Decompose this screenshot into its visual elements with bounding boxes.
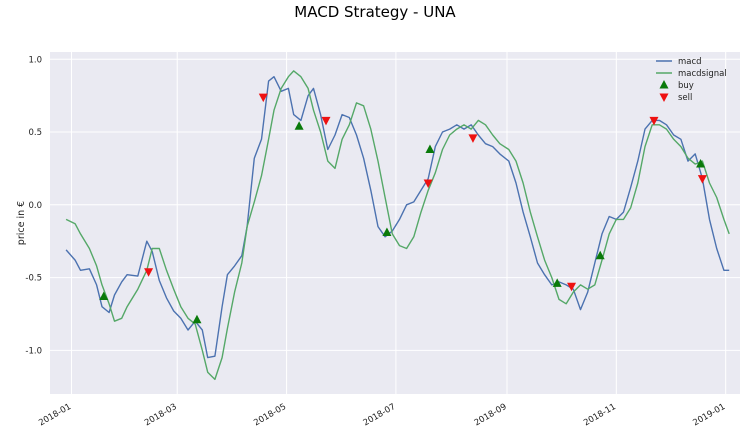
legend-label-buy: buy <box>678 81 694 91</box>
y-tick-label: 1.0 <box>28 55 42 65</box>
sell-marker <box>649 116 659 126</box>
legend: macd macdsignal buy sell <box>656 57 727 103</box>
buy-marker <box>99 291 109 300</box>
chart-title: MACD Strategy - UNA <box>294 3 456 21</box>
series-layer <box>65 70 730 381</box>
buy-marker <box>696 159 706 168</box>
x-tick-label: 2018-11 <box>582 402 618 428</box>
x-tick-label: 2018-03 <box>143 402 179 428</box>
sell-marker <box>697 175 707 184</box>
sell-marker <box>423 179 433 188</box>
x-tick-label: 2018-07 <box>362 402 398 428</box>
sell-marker <box>144 268 154 277</box>
legend-swatch-buy <box>659 80 669 89</box>
series-line-macdsignal <box>65 70 730 381</box>
grid-lines <box>50 52 740 394</box>
y-tick-label: -1.0 <box>25 346 42 356</box>
sell-marker <box>468 134 478 143</box>
buy-marker <box>595 250 605 260</box>
plot-area <box>50 52 740 394</box>
sell-marker <box>321 116 331 126</box>
x-tick-label: 2018-01 <box>37 402 73 428</box>
x-tick-label: 2019-01 <box>691 402 727 428</box>
y-tick-label: -0.5 <box>25 274 42 284</box>
sell-marker <box>258 93 268 103</box>
buy-marker <box>192 314 202 324</box>
x-tick-label: 2018-05 <box>252 402 288 428</box>
y-axis-ticks: 1.0 0.5 0.0 -0.5 -1.0 <box>25 55 42 356</box>
y-axis-label: price in € <box>16 201 27 245</box>
y-tick-label: 0.0 <box>28 201 42 211</box>
legend-label-macd: macd <box>678 57 702 67</box>
buy-marker <box>382 227 392 236</box>
buy-marker <box>552 278 562 287</box>
sell-marker <box>567 282 577 292</box>
legend-label-macdsignal: macdsignal <box>678 69 727 79</box>
y-tick-label: 0.5 <box>28 128 42 138</box>
legend-label-sell: sell <box>678 93 692 103</box>
x-axis-ticks: 2018-01 2018-03 2018-05 2018-07 2018-09 2018-… <box>37 402 727 428</box>
marker-layer <box>99 93 707 324</box>
x-tick-label: 2018-09 <box>473 402 509 428</box>
buy-marker <box>294 121 304 130</box>
buy-marker <box>425 144 435 154</box>
legend-swatch-sell <box>659 93 669 102</box>
